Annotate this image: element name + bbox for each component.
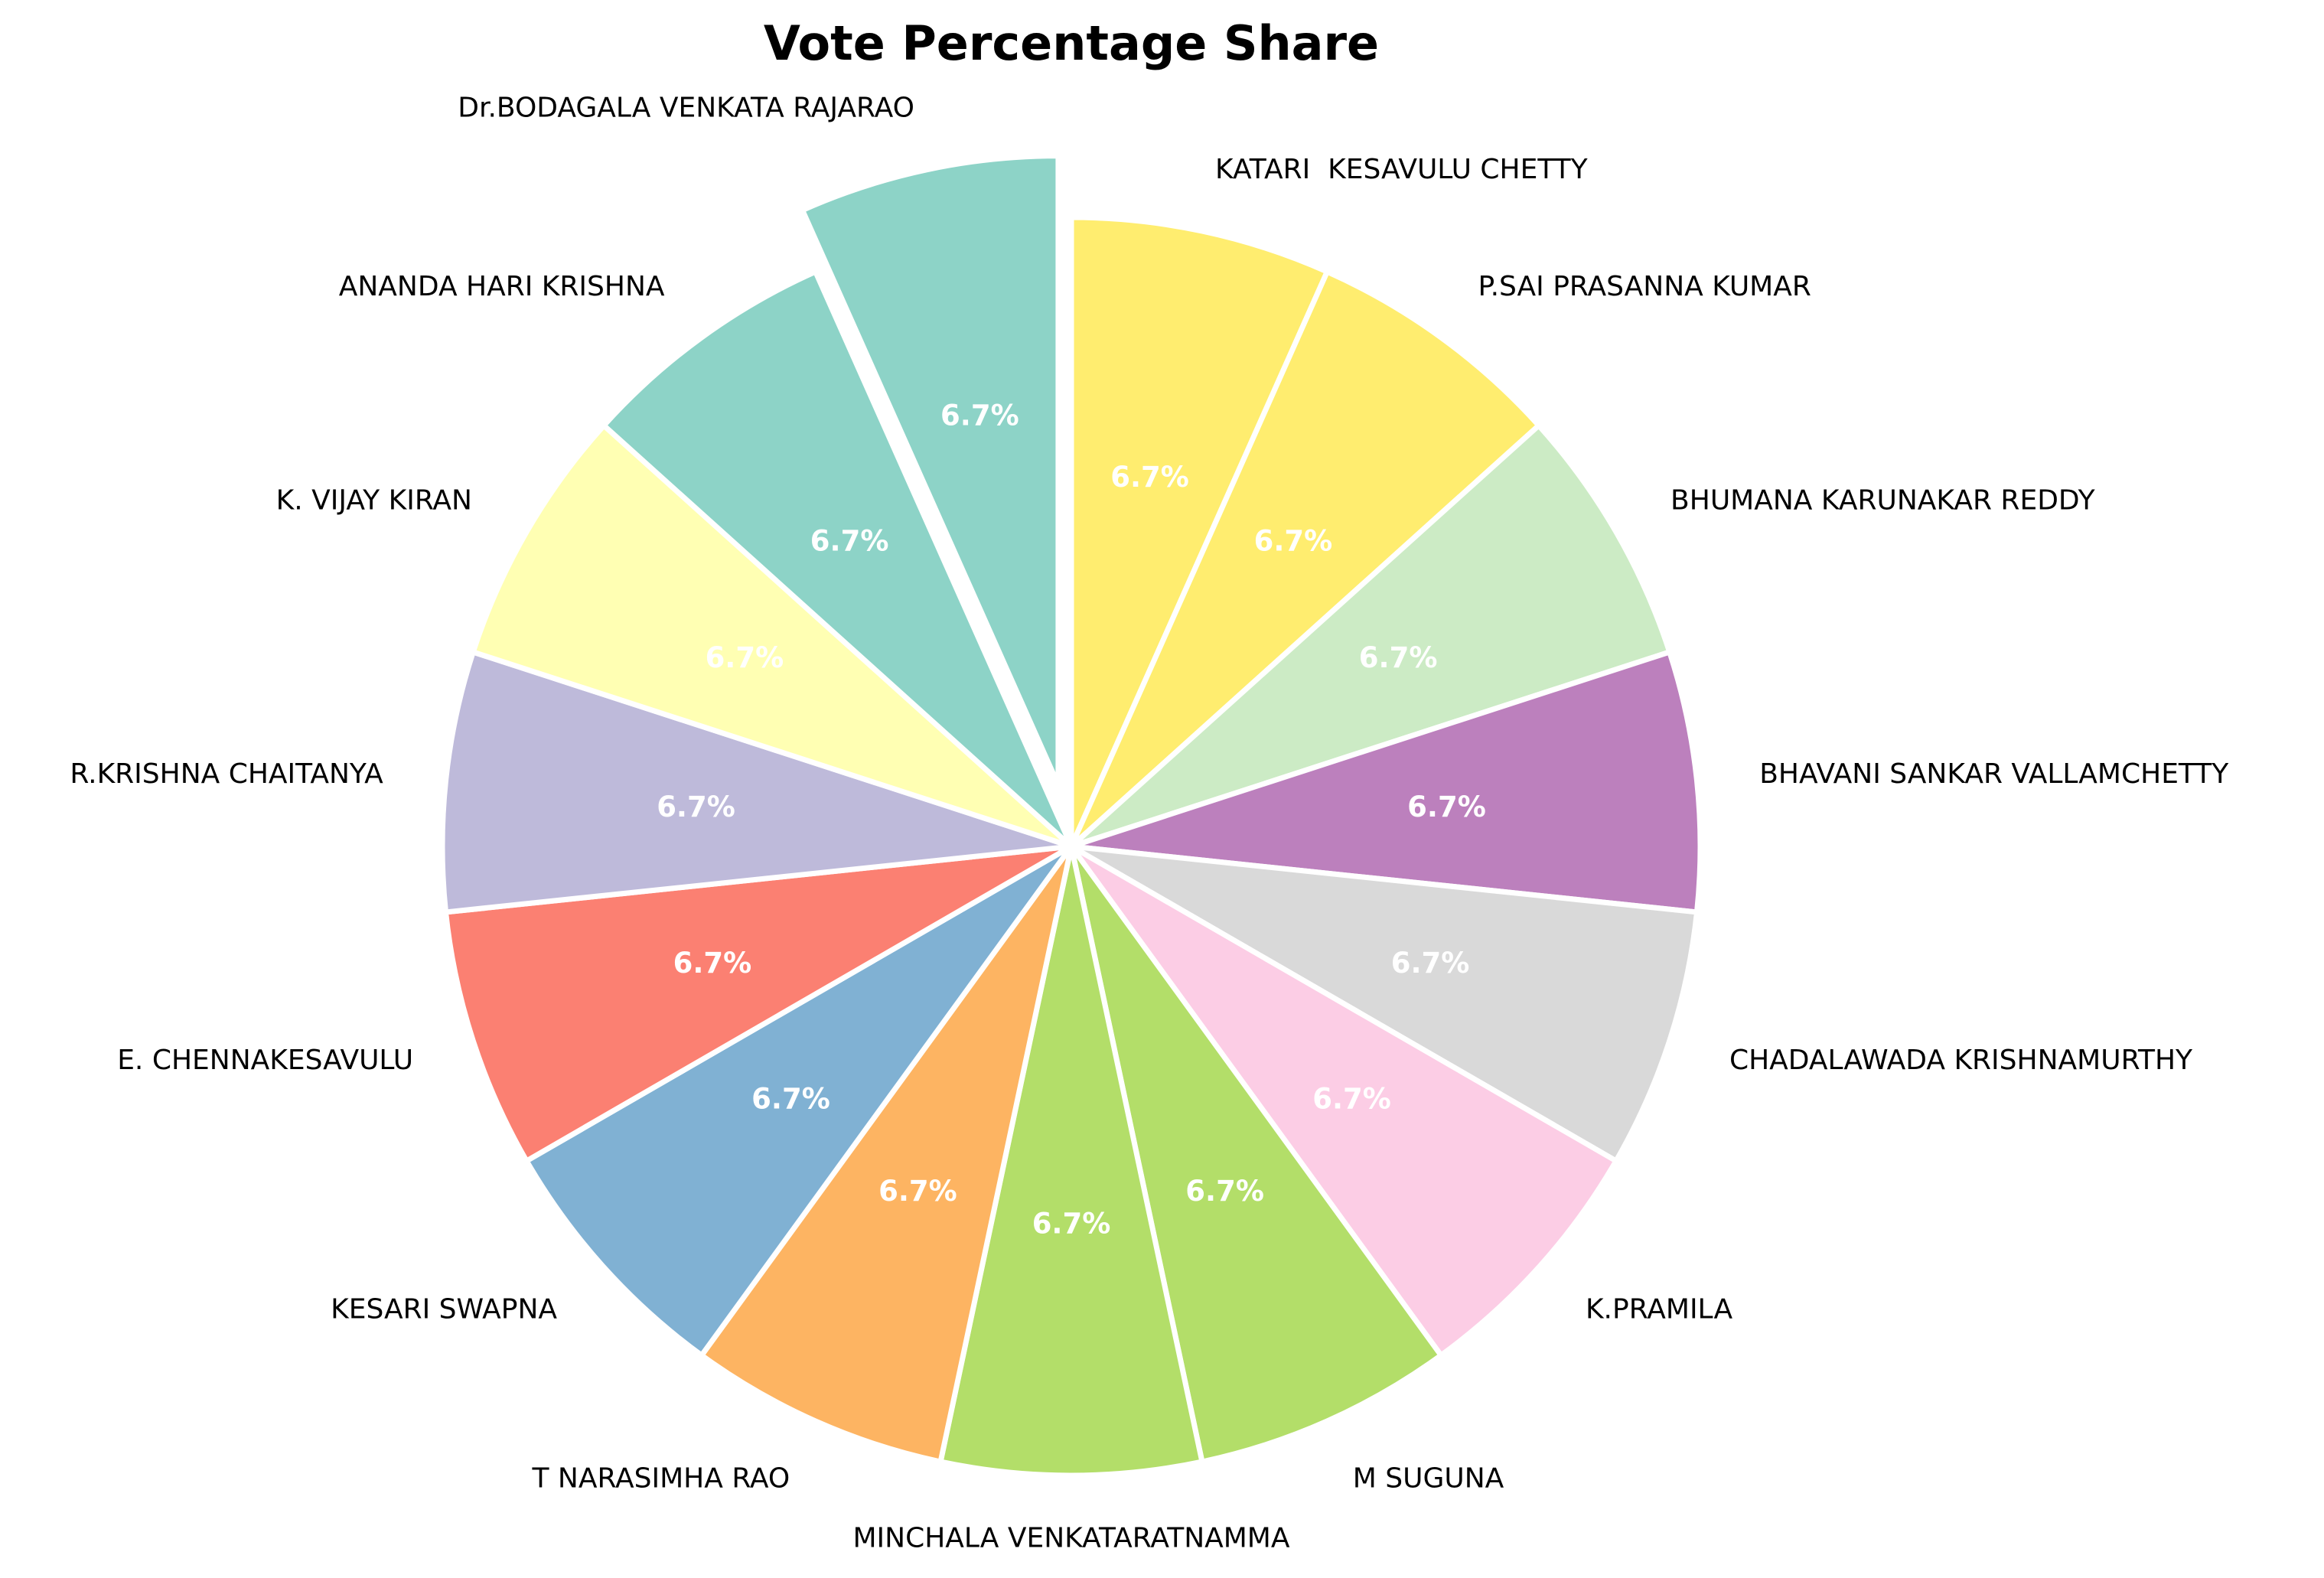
pie-slice — [1068, 422, 1673, 849]
slice-percentage-label: 6.7% — [657, 791, 735, 823]
pie-slice — [1068, 843, 1700, 1164]
slice-percentage-label: 6.7% — [810, 524, 889, 557]
slice-name-label: K. VIJAY KIRAN — [276, 484, 472, 516]
slice-percentage-label: 6.7% — [673, 947, 752, 980]
slice-name-label: ANANDA HARI KRISHNA — [339, 271, 665, 302]
slice-percentage-label: 6.7% — [1359, 641, 1438, 674]
slice-percentage-label: 6.7% — [1110, 461, 1189, 494]
pie-slice — [523, 843, 1074, 1358]
slice-name-label: K.PRAMILA — [1586, 1294, 1733, 1325]
slice-percentage-label: 6.7% — [1254, 524, 1333, 557]
pie-slice — [699, 843, 1074, 1465]
slice-percentage-label: 6.7% — [940, 399, 1019, 432]
slice-name-label: MINCHALA VENKATARATNAMMA — [852, 1523, 1289, 1554]
slice-percentage-label: 6.7% — [1391, 947, 1470, 980]
slice-name-label: CHADALAWADA KRISHNAMURTHY — [1729, 1045, 2193, 1076]
slice-name-labels: KATARI KESAVULU CHETTY P.SAI PRASANNA KUM… — [70, 93, 2229, 1554]
slice-percentage-label: 6.7% — [706, 641, 784, 674]
slice-name-label: BHUMANA KARUNAKAR REDDY — [1670, 484, 2096, 516]
slice-percentage-label: 6.7% — [1185, 1175, 1264, 1208]
slice-name-label: T NARASIMHA RAO — [531, 1463, 790, 1495]
pie-slice — [937, 843, 1205, 1479]
pie-slice — [439, 649, 1074, 915]
percentage-labels: 6.7% 6.7% 6.7% 6.7% 6.7% 6.7% 6.7% 6.7% 6.7% 6.7%… — [657, 399, 1486, 1241]
pie-slice — [1068, 843, 1619, 1358]
slice-name-label: KESARI SWAPNA — [331, 1294, 557, 1325]
pie-slice — [1068, 649, 1703, 915]
slice-percentage-label: 6.7% — [1407, 791, 1486, 823]
slice-name-label: KATARI KESAVULU CHETTY — [1215, 154, 1589, 185]
pie-slice — [1068, 214, 1330, 849]
slice-name-label: M SUGUNA — [1353, 1463, 1504, 1495]
slice-percentage-label: 6.7% — [751, 1083, 830, 1116]
pie-slice — [601, 269, 1074, 849]
slice-percentage-label: 6.7% — [878, 1175, 957, 1208]
slice-name-label: Dr.BODAGALA VENKATA RAJARAO — [458, 93, 914, 124]
chart-title: Vote Percentage Share — [764, 15, 1379, 71]
slice-percentage-label: 6.7% — [1032, 1208, 1111, 1241]
slice-name-label: E. CHENNAKESAVULU — [117, 1045, 413, 1076]
pie-slice — [1068, 843, 1444, 1465]
pie-slice — [443, 843, 1074, 1164]
pie-slices — [439, 153, 1703, 1479]
slice-name-label: R.KRISHNA CHAITANYA — [70, 758, 383, 790]
pie-slice — [800, 153, 1061, 788]
slice-name-label: P.SAI PRASANNA KUMAR — [1478, 271, 1811, 302]
slice-name-label: BHAVANI SANKAR VALLAMCHETTY — [1759, 758, 2229, 790]
pie-slice — [1068, 269, 1542, 849]
slice-percentage-label: 6.7% — [1312, 1083, 1391, 1116]
pie-slice — [470, 422, 1074, 849]
